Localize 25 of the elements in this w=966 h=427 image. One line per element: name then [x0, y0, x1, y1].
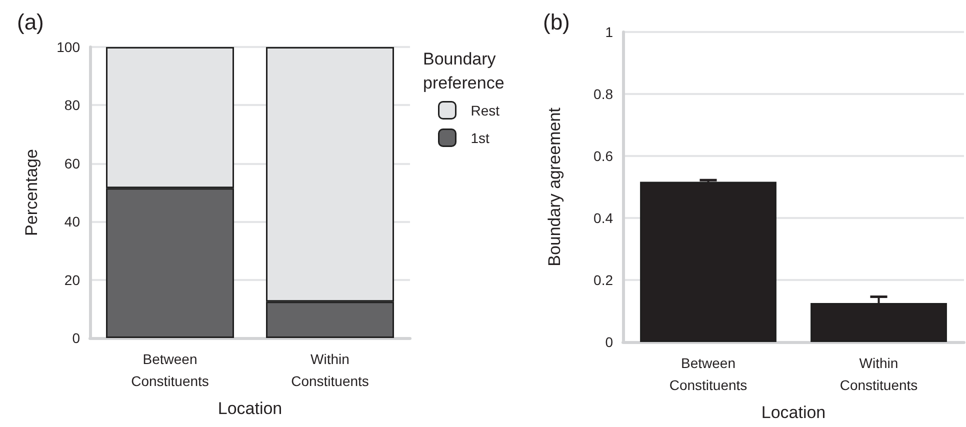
y-tick-label: 0.4 [594, 210, 614, 226]
legend-title: Boundary preference [423, 50, 504, 92]
y-tick-label: 60 [64, 155, 80, 172]
y-tick-label: 40 [64, 214, 80, 230]
chart-title: (a) [17, 10, 44, 34]
x-axis-title: Location [761, 403, 826, 422]
chart-title: (b) [543, 10, 570, 34]
y-tick-label: 80 [64, 97, 80, 114]
y-tick-label: 0.2 [594, 272, 614, 288]
y-axis-title: Percentage [22, 149, 41, 236]
y-tick-label: 0 [605, 334, 614, 350]
legend-label: Rest [470, 102, 500, 118]
x-tick-label: Between Constituents [669, 355, 748, 393]
y-axis-title: Boundary agreement [545, 107, 564, 266]
y-tick-label: 0 [72, 330, 80, 346]
y-tick-label: 0.6 [594, 148, 614, 164]
y-tick-label: 100 [56, 39, 80, 55]
y-tick-label: 20 [64, 272, 80, 288]
y-tick-label: 0.8 [594, 86, 614, 102]
x-axis-title: Location [218, 399, 282, 418]
y-tick-label: 1 [605, 24, 614, 40]
x-tick-label: Between Constituents [131, 351, 209, 389]
legend-label: 1st [470, 130, 490, 146]
x-tick-label: Within Constituents [840, 355, 918, 393]
x-tick-label: Within Constituents [291, 351, 369, 389]
